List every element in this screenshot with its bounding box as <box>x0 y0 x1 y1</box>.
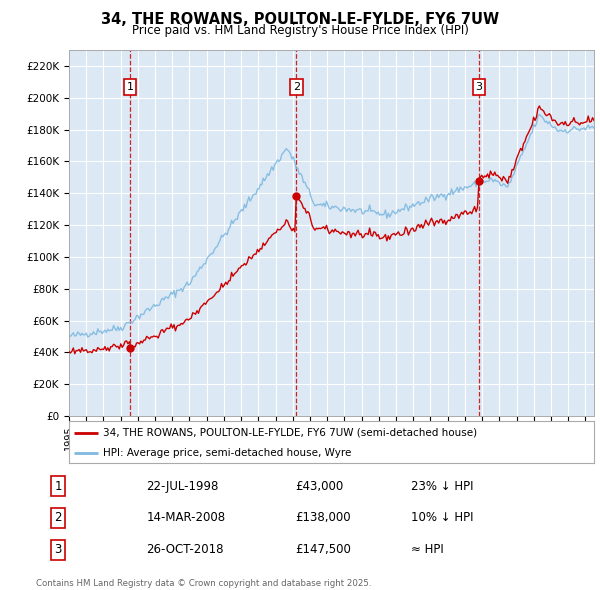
Text: 34, THE ROWANS, POULTON-LE-FYLDE, FY6 7UW: 34, THE ROWANS, POULTON-LE-FYLDE, FY6 7U… <box>101 12 499 27</box>
Text: 1: 1 <box>55 480 62 493</box>
Text: 26-OCT-2018: 26-OCT-2018 <box>146 543 224 556</box>
Text: Price paid vs. HM Land Registry's House Price Index (HPI): Price paid vs. HM Land Registry's House … <box>131 24 469 37</box>
Text: 34, THE ROWANS, POULTON-LE-FYLDE, FY6 7UW (semi-detached house): 34, THE ROWANS, POULTON-LE-FYLDE, FY6 7U… <box>103 428 477 438</box>
Text: £147,500: £147,500 <box>295 543 352 556</box>
Text: HPI: Average price, semi-detached house, Wyre: HPI: Average price, semi-detached house,… <box>103 448 352 457</box>
Text: £138,000: £138,000 <box>295 512 351 525</box>
Text: 1: 1 <box>127 82 133 91</box>
Text: 22-JUL-1998: 22-JUL-1998 <box>146 480 219 493</box>
Text: ≈ HPI: ≈ HPI <box>412 543 444 556</box>
Text: 3: 3 <box>475 82 482 91</box>
Text: 2: 2 <box>293 82 300 91</box>
Text: 23% ↓ HPI: 23% ↓ HPI <box>412 480 474 493</box>
Text: 3: 3 <box>55 543 62 556</box>
Text: 10% ↓ HPI: 10% ↓ HPI <box>412 512 474 525</box>
Text: £43,000: £43,000 <box>295 480 344 493</box>
Text: 14-MAR-2008: 14-MAR-2008 <box>146 512 226 525</box>
Text: Contains HM Land Registry data © Crown copyright and database right 2025.
This d: Contains HM Land Registry data © Crown c… <box>36 579 371 590</box>
Text: 2: 2 <box>55 512 62 525</box>
